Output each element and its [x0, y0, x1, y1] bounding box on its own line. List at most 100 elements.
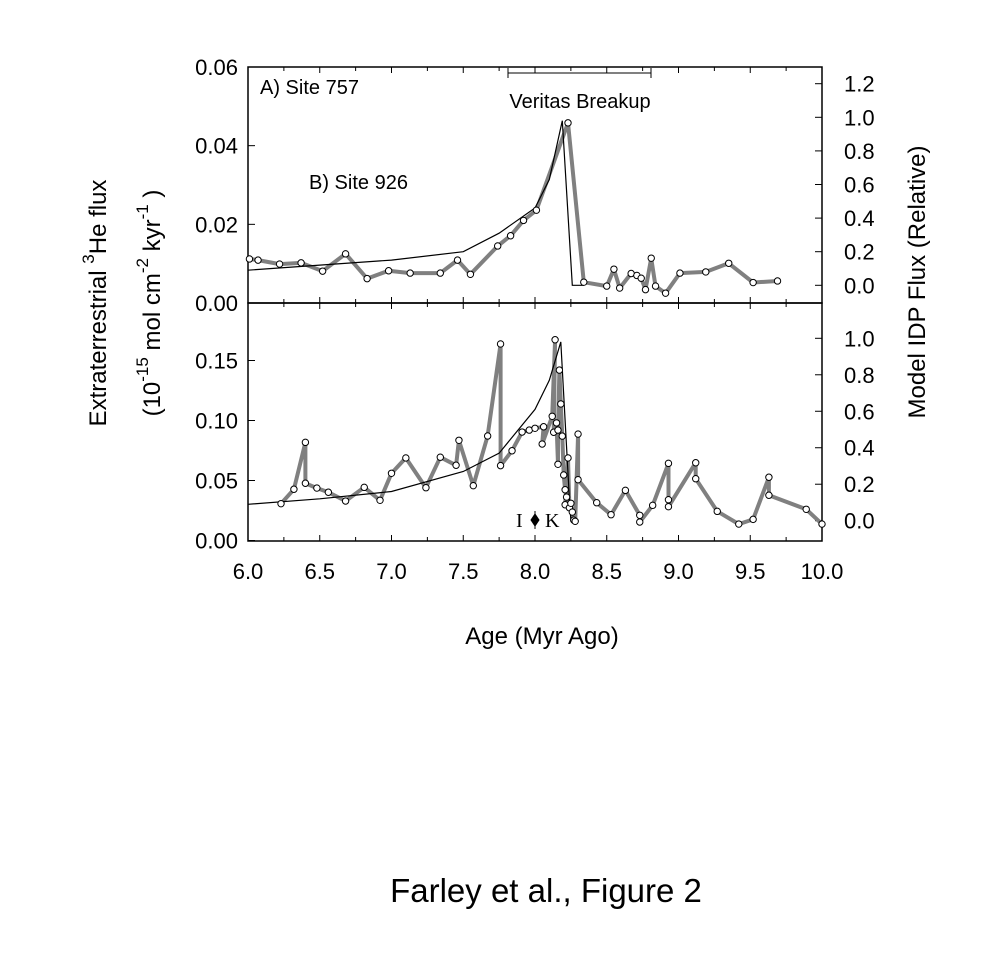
x-tick-label: 6.5 [304, 559, 335, 584]
x-tick-label: 9.5 [735, 559, 766, 584]
data-point [436, 269, 444, 277]
data-point [341, 497, 350, 505]
data-point [469, 481, 477, 490]
x-tick-label: 7.0 [376, 559, 407, 584]
data-point [277, 499, 285, 508]
data-point [301, 438, 310, 447]
data-point [519, 216, 528, 225]
data-point [453, 256, 462, 264]
y2-tick-label: 0.0 [844, 509, 875, 534]
site-926-label: B) Site 926 [309, 172, 408, 194]
data-point [554, 426, 562, 434]
y2-tick-label: 0.0 [844, 273, 875, 298]
data-point [558, 432, 566, 440]
data-point [568, 508, 577, 516]
data-point [610, 265, 618, 273]
he-flux-line-0 [249, 120, 778, 296]
data-point [552, 419, 561, 427]
y2-tick-label: 0.2 [844, 472, 875, 497]
data-point [324, 488, 333, 496]
y-tick-label: 0.00 [195, 529, 238, 554]
figure-caption: Farley et al., Figure 2 [390, 872, 702, 909]
y-axis-title-line1: Extraterrestrial 3He flux [79, 180, 112, 427]
data-point [496, 340, 505, 348]
data-point [555, 366, 564, 374]
data-point [702, 268, 710, 276]
data-point [692, 475, 700, 483]
data-point [557, 400, 565, 408]
data-point [518, 428, 526, 436]
data-point [664, 496, 673, 504]
model-idp-line-0 [247, 120, 584, 286]
data-point [647, 254, 655, 262]
data-point [506, 232, 515, 240]
data-point [554, 460, 562, 468]
data-point [384, 267, 393, 275]
data-point [564, 454, 572, 462]
data-point [297, 259, 305, 267]
data-point [539, 423, 548, 431]
data-point [567, 499, 575, 507]
y2-tick-label: 0.6 [844, 173, 875, 198]
data-point [636, 518, 644, 526]
data-point [749, 515, 757, 524]
data-point [538, 440, 546, 448]
data-point [648, 501, 657, 510]
data-point [402, 454, 410, 462]
data-point [483, 432, 492, 440]
data-point [455, 436, 463, 444]
y2-tick-label: 0.8 [844, 363, 875, 388]
data-point [466, 270, 475, 278]
data-point [637, 274, 645, 282]
data-point [508, 447, 516, 455]
y2-tick-label: 0.6 [844, 399, 875, 424]
data-point [802, 505, 810, 513]
data-point [713, 507, 721, 516]
x-axis-title: Age (Myr Ago) [465, 623, 618, 650]
y-tick-label: 0.10 [195, 409, 238, 434]
y2-tick-label: 0.4 [844, 206, 875, 231]
y2-tick-label: 1.2 [844, 72, 875, 97]
y-tick-label: 0.15 [195, 349, 238, 374]
y-tick-label: 0.00 [195, 291, 238, 316]
y-tick-label: 0.05 [195, 469, 238, 494]
data-point [551, 336, 559, 344]
y-tick-label: 0.04 [195, 134, 238, 159]
data-point [641, 285, 650, 294]
data-point [664, 459, 673, 468]
site-757-label: A) Site 757 [260, 77, 359, 99]
y2-tick-label: 0.8 [844, 139, 875, 164]
ik-boundary-marker-icon [530, 511, 540, 529]
data-point [531, 424, 539, 432]
data-point [574, 430, 582, 438]
data-point [749, 278, 757, 287]
data-point [387, 469, 396, 477]
data-point [661, 289, 670, 297]
data-point [301, 479, 310, 487]
data-point [773, 277, 782, 285]
data-point [664, 502, 673, 511]
data-point [562, 493, 571, 501]
data-point [571, 517, 579, 525]
x-tick-label: 10.0 [801, 559, 844, 584]
data-point [363, 274, 371, 283]
veritas-breakup-label: Veritas Breakup [509, 91, 650, 113]
data-point [496, 461, 505, 470]
data-point [318, 267, 327, 275]
data-point [676, 269, 684, 277]
data-point [275, 260, 284, 268]
data-point [692, 459, 700, 467]
y-tick-label: 0.06 [195, 55, 238, 80]
y2-tick-label: 0.2 [844, 240, 875, 265]
y-axis-title-line2: (10-15 mol cm-2 kyr-1 ) [133, 190, 166, 417]
data-point [406, 269, 414, 277]
data-point [603, 282, 611, 290]
y2-tick-label: 1.0 [844, 326, 875, 351]
data-point [765, 491, 773, 499]
data-point [651, 282, 660, 290]
x-tick-label: 9.0 [663, 559, 694, 584]
y2-tick-label: 0.4 [844, 436, 875, 461]
data-point [574, 475, 582, 484]
data-point [561, 486, 569, 494]
